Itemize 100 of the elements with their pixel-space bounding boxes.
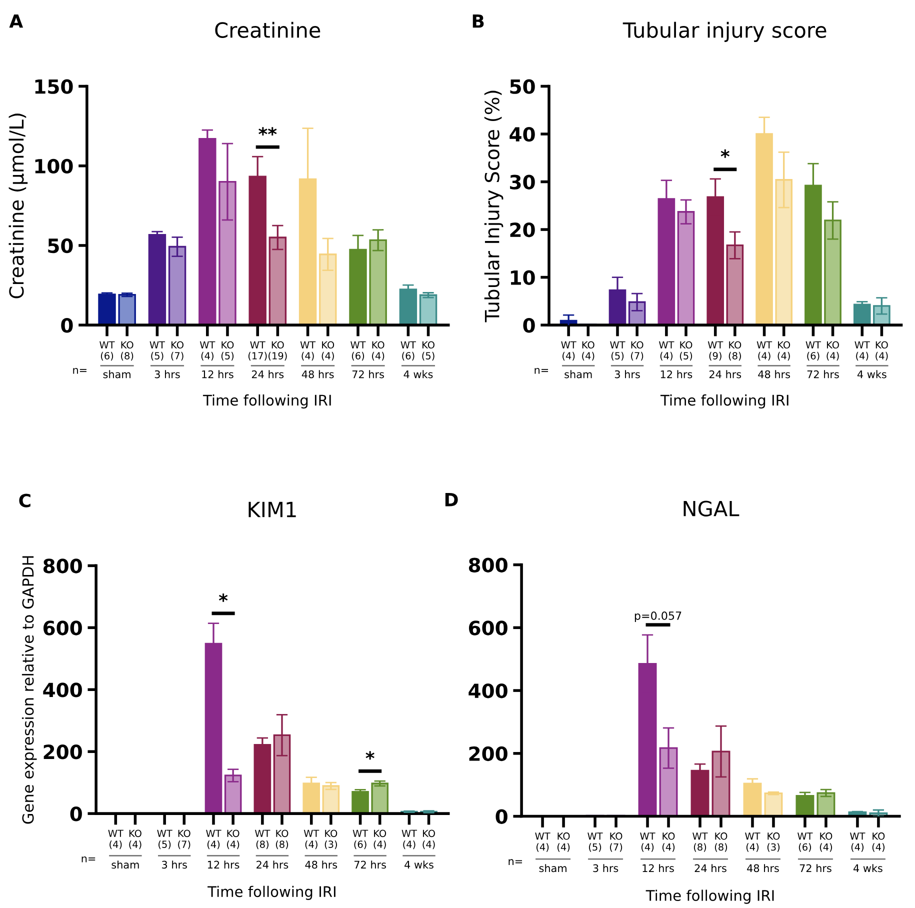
text: (4) bbox=[820, 843, 832, 852]
text: (4) bbox=[302, 352, 314, 361]
x-tick-label: 48 hrs bbox=[747, 864, 779, 872]
text: KO bbox=[715, 832, 728, 840]
text: (4) bbox=[403, 840, 416, 850]
text: WT bbox=[254, 830, 270, 837]
text: WT bbox=[806, 341, 822, 348]
text: WT bbox=[708, 341, 724, 348]
text: (6) bbox=[798, 843, 812, 852]
x-tick-label: 4 wks bbox=[854, 864, 882, 872]
text: (8) bbox=[714, 843, 728, 852]
y-tick-label: 50 bbox=[48, 238, 73, 254]
x-tick-label: 72 hrs bbox=[354, 860, 386, 869]
x-tick-label: 12 hrs bbox=[202, 370, 234, 378]
text: (3) bbox=[324, 840, 337, 850]
x-axis-title: Time following IRI bbox=[646, 890, 774, 904]
text: KO bbox=[729, 341, 742, 349]
text: (6) bbox=[100, 352, 114, 361]
text: (4) bbox=[322, 352, 334, 361]
y-tick-label: 150 bbox=[35, 79, 73, 94]
text: n= bbox=[534, 368, 548, 374]
text: WT bbox=[150, 341, 166, 348]
x-tick-label: 72 hrs bbox=[800, 864, 832, 872]
text: (5) bbox=[158, 840, 171, 850]
text: WT bbox=[850, 832, 866, 840]
text: KO bbox=[325, 830, 338, 838]
text: (4) bbox=[207, 840, 220, 850]
text: (8) bbox=[121, 352, 134, 361]
text: (4) bbox=[110, 840, 122, 850]
text: (4) bbox=[374, 840, 386, 850]
text: (4) bbox=[562, 352, 575, 361]
text: WT bbox=[692, 832, 708, 840]
text: (4) bbox=[227, 840, 240, 850]
x-tick-label: 24 hrs bbox=[709, 370, 742, 378]
text: KO bbox=[662, 832, 675, 840]
y-tick-label: 40 bbox=[510, 126, 535, 142]
text: WT bbox=[200, 341, 216, 348]
annotation: * bbox=[720, 149, 730, 158]
x-tick-label: 12 hrs bbox=[208, 860, 240, 869]
y-tick-label: 0 bbox=[61, 318, 73, 333]
text: (7) bbox=[631, 352, 644, 361]
text: WT bbox=[658, 341, 674, 348]
x-axis-title: Time following IRI bbox=[208, 886, 336, 900]
y-tick-label: 0 bbox=[70, 806, 82, 822]
text: KO bbox=[826, 341, 839, 349]
text: n= bbox=[82, 856, 96, 862]
text: (4) bbox=[856, 352, 868, 361]
y-tick-label: 10 bbox=[510, 270, 535, 285]
x-tick-label: 24 hrs bbox=[252, 370, 284, 378]
text: KO bbox=[222, 341, 234, 349]
text: (4) bbox=[422, 840, 435, 850]
text: (4) bbox=[851, 843, 864, 852]
text: WT bbox=[640, 832, 656, 840]
x-tick-label: 3 hrs bbox=[614, 370, 640, 378]
text: D bbox=[445, 493, 458, 506]
text: KO bbox=[276, 830, 288, 838]
x-tick-label: 12 hrs bbox=[642, 864, 674, 872]
text: (4) bbox=[778, 352, 790, 361]
chart-title: Tubular injury score bbox=[622, 22, 826, 42]
text: KO bbox=[129, 830, 142, 838]
text: (4) bbox=[876, 352, 888, 361]
text: (17) bbox=[248, 352, 267, 361]
text: KO bbox=[876, 341, 888, 349]
text: (4) bbox=[557, 843, 570, 852]
text: (6) bbox=[352, 352, 364, 361]
text: WT bbox=[798, 832, 813, 840]
annotation: * bbox=[366, 751, 374, 760]
text: n= bbox=[508, 859, 522, 865]
text: (4) bbox=[826, 352, 839, 361]
series-label: KO bbox=[582, 341, 594, 349]
text: (7) bbox=[610, 843, 622, 852]
text: (8) bbox=[728, 352, 741, 361]
text: WT bbox=[157, 830, 172, 837]
text: KO bbox=[272, 341, 284, 349]
text: KO bbox=[374, 830, 386, 838]
y-tick-label: 800 bbox=[468, 558, 508, 572]
y-tick-label: 50 bbox=[510, 79, 535, 94]
x-tick-label: 3 hrs bbox=[154, 370, 180, 378]
text: (19) bbox=[268, 352, 287, 361]
text: KO bbox=[422, 830, 435, 838]
text: (6) bbox=[402, 352, 414, 361]
text: B bbox=[472, 14, 484, 28]
text: (4) bbox=[582, 352, 594, 361]
y-tick-label: 200 bbox=[44, 744, 82, 760]
y-tick-label: 400 bbox=[468, 683, 508, 698]
x-tick-label: 48 hrs bbox=[302, 370, 334, 378]
text: (6) bbox=[354, 840, 366, 850]
text: (7) bbox=[178, 840, 190, 850]
y-tick-label: 800 bbox=[43, 558, 82, 574]
text: A bbox=[9, 14, 24, 28]
text: (4) bbox=[746, 843, 759, 852]
text: WT bbox=[745, 832, 760, 840]
x-tick-label: 3 hrs bbox=[593, 864, 618, 872]
series-label: KO bbox=[227, 830, 240, 838]
text: (9) bbox=[709, 352, 722, 361]
y-axis-title: Tubular Injury Score (%) bbox=[484, 90, 504, 322]
y-tick-label: 600 bbox=[468, 620, 508, 636]
text: WT bbox=[250, 341, 266, 348]
text: WT bbox=[402, 830, 418, 837]
x-tick-label: 48 hrs bbox=[305, 860, 338, 869]
